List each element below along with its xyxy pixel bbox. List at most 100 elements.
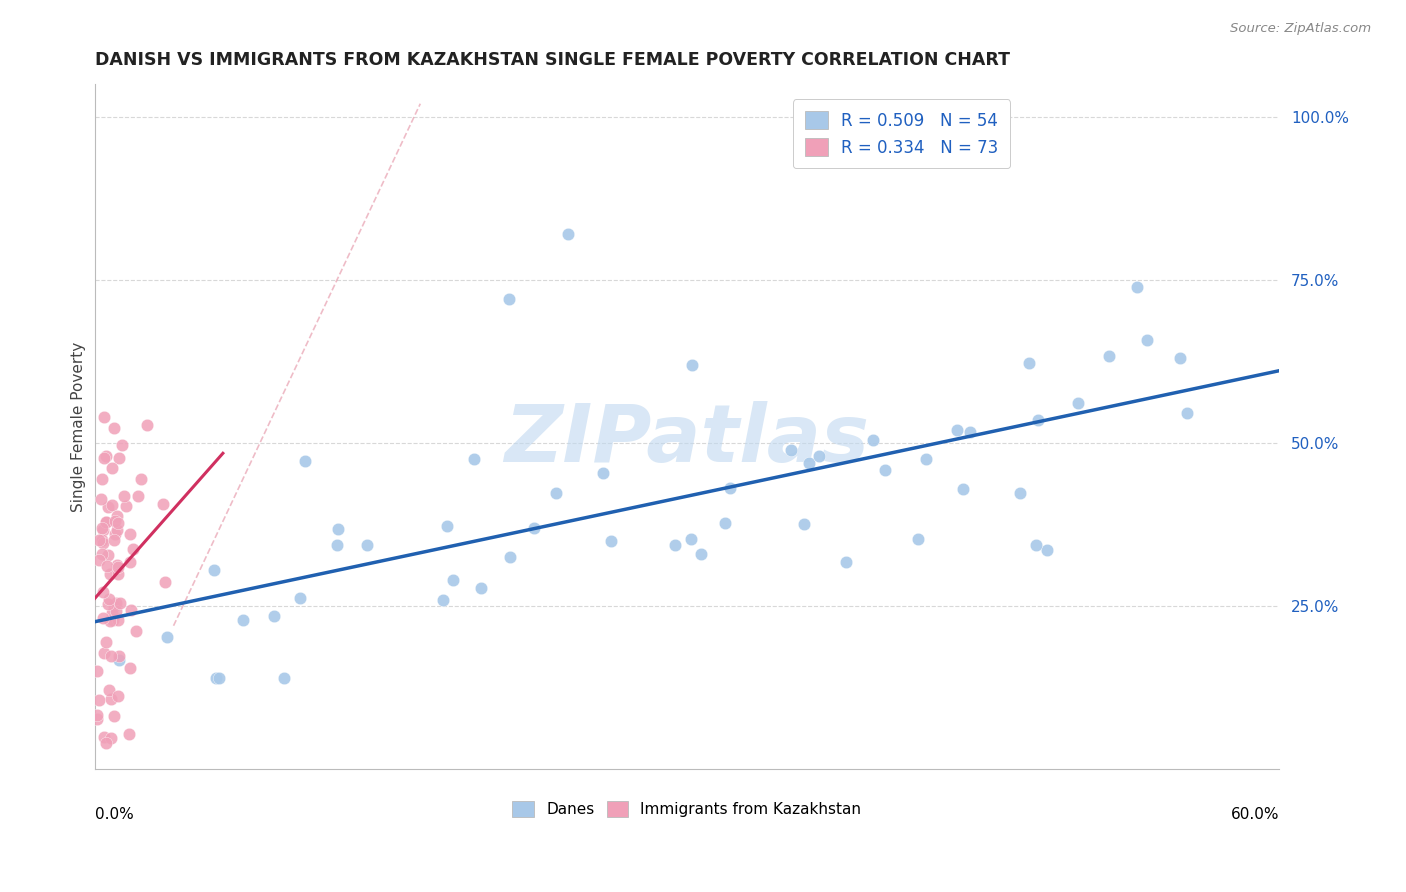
Point [104,515,127,529]
Point [120,603,142,617]
Point [89,692,111,706]
Legend: Danes, Immigrants from Kazakhstan: Danes, Immigrants from Kazakhstan [506,795,868,823]
Point [107,559,129,574]
Point [118,727,141,741]
Point [907,532,929,546]
Point [97,597,120,611]
Point [523,521,546,535]
Point [94,515,117,529]
Point [94,736,117,750]
Point [93,450,115,465]
Point [122,542,145,557]
Point [799,456,821,470]
Point [96,559,118,574]
Point [432,593,454,607]
Point [103,599,125,613]
Point [93,730,115,744]
Point [155,575,177,590]
Point [93,409,115,424]
Point [100,567,122,582]
Point [87,553,110,567]
Point [793,517,815,532]
Point [681,358,703,372]
Point [202,563,225,577]
Point [120,661,142,675]
Point [97,548,120,562]
Point [1018,356,1040,370]
Point [100,461,122,475]
Point [690,547,713,561]
Point [720,481,742,495]
Point [107,558,129,572]
Point [93,646,115,660]
Point [592,466,614,480]
Point [107,516,129,530]
Point [105,523,128,537]
Text: 60.0%: 60.0% [1230,807,1279,822]
Point [1067,396,1090,410]
Point [100,648,122,663]
Point [91,524,114,538]
Point [1035,543,1057,558]
Point [436,519,458,533]
Point [463,452,485,467]
Point [470,582,492,596]
Point [152,498,174,512]
Point [104,527,127,541]
Point [808,450,831,464]
Point [835,555,858,569]
Point [86,664,108,678]
Point [91,547,114,561]
Point [205,671,228,685]
Point [104,604,127,618]
Point [91,533,114,547]
Point [93,611,115,625]
Point [498,293,520,307]
Point [1026,413,1049,427]
Point [1136,333,1159,347]
Point [127,489,149,503]
Point [115,499,138,513]
Point [1025,538,1047,552]
Point [91,585,114,599]
Point [107,614,129,628]
Point [96,515,118,529]
Point [875,463,897,477]
Y-axis label: Single Female Poverty: Single Female Poverty [72,342,86,512]
Point [107,689,129,703]
Point [103,709,125,723]
Point [208,671,231,685]
Point [356,538,378,552]
Point [103,614,125,628]
Point [105,596,128,610]
Point [98,682,121,697]
Point [100,731,122,745]
Point [96,634,118,648]
Point [263,609,285,624]
Point [946,423,969,437]
Point [714,516,737,530]
Point [108,450,131,465]
Point [1175,406,1198,420]
Point [952,483,974,497]
Point [107,653,129,667]
Text: Source: ZipAtlas.com: Source: ZipAtlas.com [1230,22,1371,36]
Point [862,433,884,447]
Point [1168,351,1191,366]
Point [110,437,132,451]
Point [110,596,132,610]
Point [156,631,179,645]
Point [90,472,112,486]
Text: DANISH VS IMMIGRANTS FROM KAZAKHSTAN SINGLE FEMALE POVERTY CORRELATION CHART: DANISH VS IMMIGRANTS FROM KAZAKHSTAN SIN… [94,51,1010,69]
Point [136,418,159,433]
Point [100,692,122,706]
Point [328,522,350,536]
Point [779,442,801,457]
Point [112,489,135,503]
Point [86,708,108,723]
Point [288,591,311,605]
Point [86,712,108,726]
Point [273,671,295,685]
Point [100,499,122,513]
Point [600,534,623,549]
